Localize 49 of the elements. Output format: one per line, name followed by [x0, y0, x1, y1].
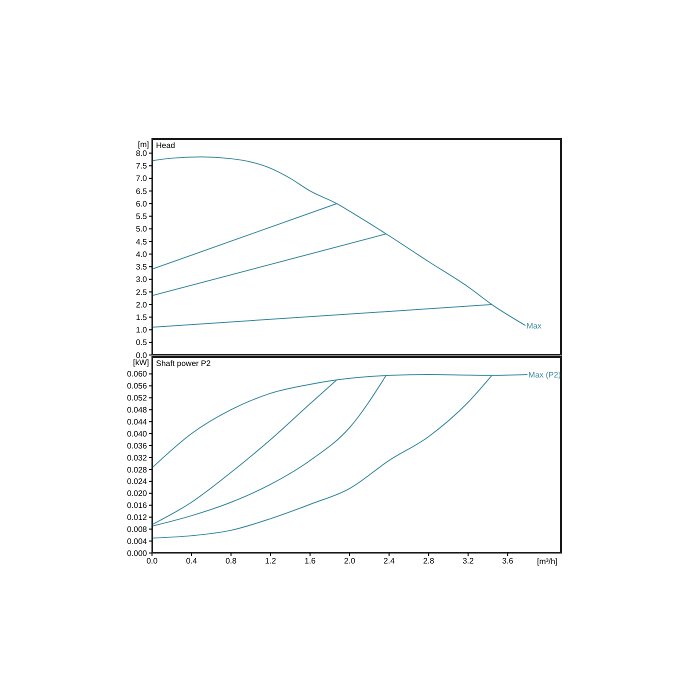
y-tick-label: 0.020	[126, 489, 148, 498]
y-tick-label: 0.032	[126, 453, 148, 462]
y-axis-title: [m]	[138, 140, 149, 149]
y-tick-label: 0.060	[126, 370, 148, 379]
x-tick-label: 0.4	[186, 556, 198, 566]
y-tick-label: 0.004	[126, 536, 148, 546]
y-tick-label: 0.048	[126, 406, 148, 415]
y-tick-label: 6.0	[136, 199, 148, 208]
x-tick-label: 0.8	[225, 556, 238, 566]
y-tick-label: 0.056	[126, 382, 148, 391]
y-tick-label: 0.028	[126, 465, 148, 474]
x-axis-title: [m³/h]	[537, 557, 558, 566]
y-tick-label: 3.5	[136, 262, 148, 272]
x-tick-label: 1.2	[264, 556, 277, 566]
y-tick-label: 7.5	[136, 162, 148, 171]
y-tick-label: 4.0	[136, 250, 148, 259]
y-tick-label: 0.036	[126, 441, 148, 450]
x-tick-label: 2.0	[344, 556, 356, 566]
y-tick-label: 0.016	[126, 501, 148, 510]
y-tick-label: 0.000	[126, 548, 148, 558]
y-tick-label: 1.5	[136, 312, 148, 322]
x-tick-label: 3.6	[502, 556, 514, 566]
y-tick-label: 7.0	[136, 174, 148, 184]
y-tick-label: 8.0	[136, 148, 148, 158]
y-tick-label: 0.008	[126, 524, 148, 534]
x-tick-label: 3.2	[462, 556, 474, 566]
x-tick-label: 2.8	[423, 556, 435, 566]
y-tick-label: 0.040	[126, 429, 148, 438]
x-tick-label: 2.4	[384, 556, 396, 566]
y-tick-label: 4.5	[136, 237, 148, 246]
annotation: Max	[526, 321, 542, 330]
y-tick-label: 1.0	[136, 326, 148, 335]
y-axis-title: [kW]	[133, 358, 149, 367]
y-tick-label: 2.0	[136, 300, 148, 310]
y-tick-label: 0.024	[126, 477, 148, 486]
y-tick-label: 6.5	[136, 186, 148, 196]
y-tick-label: 0.5	[136, 338, 148, 348]
y-tick-label: 2.5	[136, 288, 148, 297]
x-tick-label: 1.6	[304, 556, 316, 566]
chart-title: Shaft power P2	[156, 359, 211, 368]
x-tick-label: 0.0	[146, 556, 158, 566]
y-tick-label: 3.0	[136, 275, 148, 284]
y-tick-label: 5.5	[136, 212, 148, 222]
y-tick-label: 0.044	[126, 418, 148, 427]
y-tick-label: 0.052	[126, 394, 148, 403]
chart-title: Head	[156, 141, 176, 150]
y-tick-label: 5.0	[136, 224, 148, 234]
y-tick-label: 0.012	[126, 513, 148, 522]
y-tick-label: 0.0	[136, 350, 148, 360]
